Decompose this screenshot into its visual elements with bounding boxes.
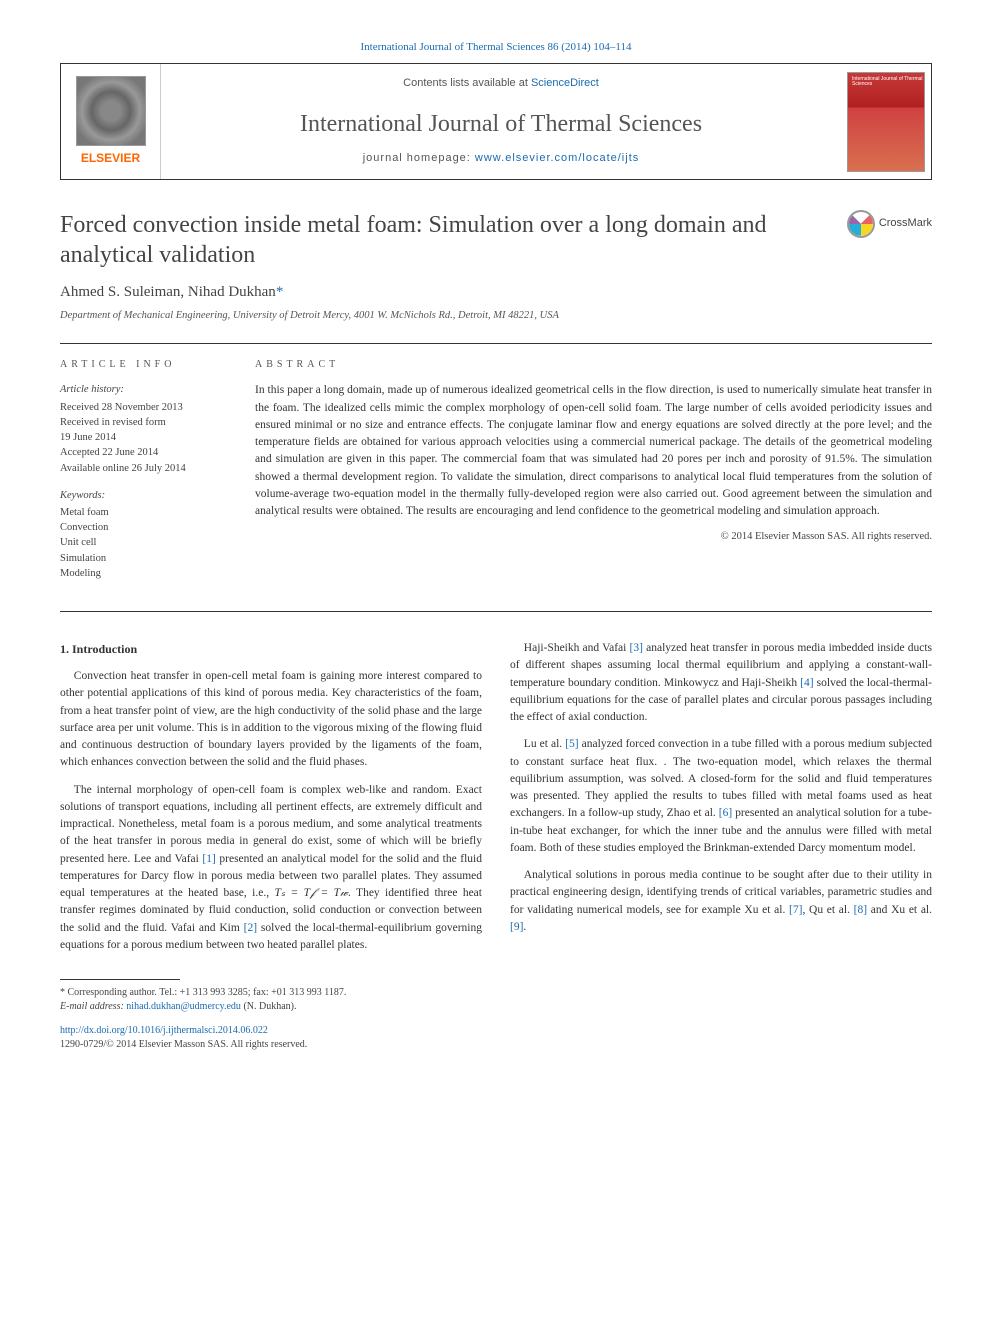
ref-9[interactable]: [9] [510,921,523,933]
ref-2[interactable]: [2] [244,922,257,934]
eq-1: Tₛ = T𝒻 = T𝓌 [274,887,348,899]
elsevier-label: ELSEVIER [81,150,140,167]
doi-link[interactable]: http://dx.doi.org/10.1016/j.ijthermalsci… [60,1024,932,1038]
ref-1[interactable]: [1] [202,853,215,865]
email-link[interactable]: nihad.dukhan@udmercy.edu [126,1001,241,1012]
elsevier-logo[interactable]: ELSEVIER [61,64,161,178]
top-citation-link[interactable]: International Journal of Thermal Science… [60,40,932,55]
homepage-prefix: journal homepage: [363,152,475,164]
para-6: Analytical solutions in porous media con… [510,867,932,936]
header-center: Contents lists available at ScienceDirec… [161,64,841,178]
corr-author-line: * Corresponding author. Tel.: +1 313 993… [60,986,932,1000]
abstract-copyright: © 2014 Elsevier Masson SAS. All rights r… [255,530,932,545]
para-4: Haji-Sheikh and Vafai [3] analyzed heat … [510,640,932,726]
contents-line: Contents lists available at ScienceDirec… [161,76,841,91]
keywords-text: Metal foam Convection Unit cell Simulati… [60,505,225,581]
ref-6[interactable]: [6] [719,807,732,819]
ref-3[interactable]: [3] [630,642,643,654]
corresponding-mark[interactable]: * [276,284,284,300]
ref-8[interactable]: [8] [854,904,867,916]
affiliation: Department of Mechanical Engineering, Un… [60,309,932,324]
ref-5[interactable]: [5] [565,738,578,750]
abstract-head: ABSTRACT [255,358,932,372]
ref-7[interactable]: [7] [789,904,802,916]
abstract-text: In this paper a long domain, made up of … [255,382,932,520]
para-5: Lu et al. [5] analyzed forced convection… [510,736,932,857]
authors: Ahmed S. Suleiman, Nihad Dukhan* [60,282,932,303]
cover-image: International Journal of Thermal Science… [847,72,925,172]
email-suffix: (N. Dukhan). [241,1001,297,1012]
journal-header: ELSEVIER Contents lists available at Sci… [60,63,932,179]
elsevier-tree-icon [76,76,146,146]
para-1: Convection heat transfer in open-cell me… [60,668,482,772]
homepage-link[interactable]: www.elsevier.com/locate/ijts [475,152,639,164]
keywords-head: Keywords: [60,488,225,503]
corresponding-footnote: * Corresponding author. Tel.: +1 313 993… [60,986,932,1014]
article-info: ARTICLE INFO Article history: Received 2… [60,358,225,593]
cover-label: International Journal of Thermal Science… [852,77,924,88]
crossmark-label: CrossMark [879,216,932,231]
body-columns: 1. Introduction Convection heat transfer… [60,640,932,955]
section-1-head: 1. Introduction [60,640,482,658]
article-info-head: ARTICLE INFO [60,358,225,372]
crossmark-badge[interactable]: CrossMark [847,210,932,238]
journal-name: International Journal of Thermal Science… [161,108,841,142]
crossmark-icon [847,210,875,238]
history-text: Received 28 November 2013 Received in re… [60,400,225,476]
history-head: Article history: [60,382,225,397]
email-label: E-mail address: [60,1001,126,1012]
article-title: Forced convection inside metal foam: Sim… [60,210,835,270]
para-2: The internal morphology of open-cell foa… [60,782,482,955]
ref-4[interactable]: [4] [800,677,813,689]
footnote-separator [60,979,180,980]
abstract: ABSTRACT In this paper a long domain, ma… [255,358,932,593]
journal-homepage: journal homepage: www.elsevier.com/locat… [161,151,841,166]
issn-copyright: 1290-0729/© 2014 Elsevier Masson SAS. Al… [60,1038,932,1052]
journal-cover[interactable]: International Journal of Thermal Science… [841,64,931,178]
authors-names: Ahmed S. Suleiman, Nihad Dukhan [60,284,276,300]
contents-prefix: Contents lists available at [403,77,531,89]
doi-block: http://dx.doi.org/10.1016/j.ijthermalsci… [60,1024,932,1052]
sciencedirect-link[interactable]: ScienceDirect [531,77,599,89]
divider-bottom [60,611,932,612]
